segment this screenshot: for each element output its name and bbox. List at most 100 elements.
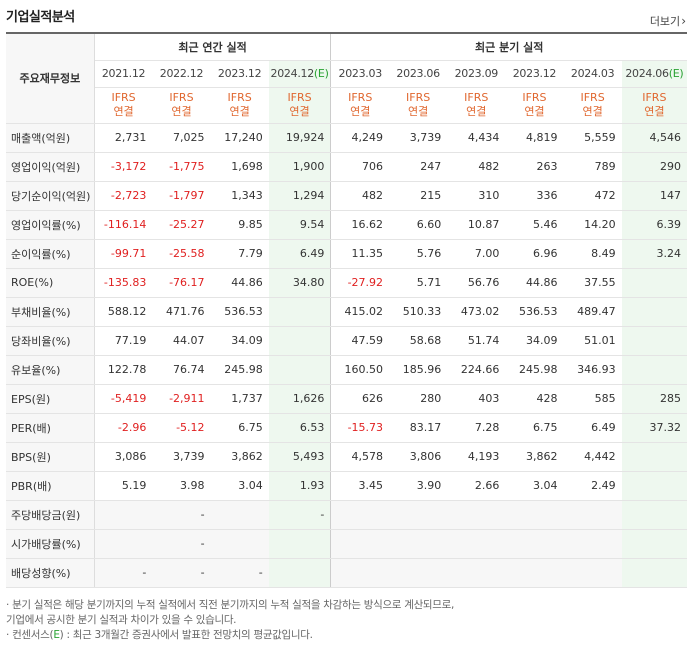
row-label: 시가배당률(%) — [6, 529, 95, 559]
row-label: 당좌비율(%) — [6, 326, 95, 356]
table-cell: 4,546 — [621, 123, 687, 153]
table-cell: 224.66 — [447, 355, 506, 385]
table-cell: 2.66 — [447, 471, 506, 501]
ifrs-header: IFRS 연결 — [152, 87, 211, 124]
table-cell: -2,723 — [94, 181, 153, 211]
table-cell: 51.01 — [563, 326, 622, 356]
chevron-right-icon: › — [681, 14, 686, 28]
consolidated-label: 연결 — [289, 105, 310, 118]
table-cell: 160.50 — [330, 355, 390, 385]
table-cell: 4,193 — [447, 442, 506, 472]
table-cell: 44.86 — [505, 268, 564, 298]
table-cell: 3.90 — [389, 471, 448, 501]
row-label: PBR(배) — [6, 471, 95, 501]
period-header: 2021.12 — [94, 60, 153, 88]
table-cell: 280 — [389, 383, 448, 414]
consolidated-label: 연결 — [171, 105, 192, 118]
footnotes: · 분기 실적은 해당 분기까지의 누적 실적에서 직전 분기까지의 누적 실적… — [6, 598, 686, 643]
table-cell — [621, 268, 687, 298]
table-cell: 482 — [330, 181, 390, 211]
footnote-1b: 기업에서 공시한 분기 실적과 차이가 있을 수 있습니다. — [6, 614, 237, 626]
table-cell — [94, 499, 153, 530]
table-cell: 44.07 — [152, 326, 211, 356]
period-header: 2022.12 — [152, 60, 211, 88]
table-cell — [621, 297, 687, 327]
table-cell: 4,249 — [330, 123, 390, 153]
table-cell: 1,900 — [268, 152, 331, 182]
table-cell: 76.74 — [152, 355, 211, 385]
row-label: 당기순이익(억원) — [6, 181, 95, 211]
row-label: ROE(%) — [6, 268, 95, 298]
table-cell: - — [210, 558, 269, 588]
footnote-2-pre: · 컨센서스( — [6, 629, 54, 641]
table-cell: 34.09 — [505, 326, 564, 356]
footnote-1: · 분기 실적은 해당 분기까지의 누적 실적에서 직전 분기까지의 누적 실적… — [6, 599, 455, 611]
consolidated-label: 연결 — [644, 105, 665, 118]
table-cell: 5.76 — [389, 239, 448, 269]
table-cell: 7.79 — [210, 239, 269, 269]
table-cell: -5.12 — [152, 413, 211, 443]
table-cell: 588.12 — [94, 297, 153, 327]
table-cell: 428 — [505, 383, 564, 414]
table-cell: 17,240 — [210, 123, 269, 153]
table-cell: 3.45 — [330, 471, 390, 501]
table-cell: 8.49 — [563, 239, 622, 269]
table-cell — [621, 355, 687, 385]
table-cell: 58.68 — [389, 326, 448, 356]
table-cell: 290 — [621, 152, 687, 182]
ifrs-header: IFRS 연결 — [94, 87, 153, 124]
consolidated-label: 연결 — [350, 105, 371, 118]
table-row: 매출액(억원) 2,731 7,025 17,240 19,924 4,249 3,739 4… — [6, 123, 687, 153]
ifrs-label: IFRS — [464, 91, 489, 104]
table-cell: 1,737 — [210, 383, 269, 414]
table-cell — [268, 529, 331, 559]
table-cell: 6.60 — [389, 209, 448, 240]
table-cell: 47.59 — [330, 326, 390, 356]
table-cell — [621, 442, 687, 472]
table-row: 부채비율(%) 588.12 471.76 536.53 415.02 510.33 473… — [6, 297, 687, 327]
table-cell — [210, 529, 269, 559]
table-cell: 37.32 — [621, 413, 687, 443]
period-label: 2023.12 — [512, 67, 557, 80]
table-row: 유보율(%) 122.78 76.74 245.98 160.50 185.96 224.6… — [6, 355, 687, 385]
table-cell: 10.87 — [447, 209, 506, 240]
ifrs-label: IFRS — [580, 91, 605, 104]
more-link[interactable]: 더보기› — [650, 13, 686, 29]
table-cell: 3,739 — [389, 123, 448, 153]
table-cell — [268, 326, 331, 356]
ifrs-label: IFRS — [348, 91, 373, 104]
table-cell — [330, 499, 390, 530]
table-cell: 7.00 — [447, 239, 506, 269]
table-cell: 34.09 — [210, 326, 269, 356]
table-cell: - — [152, 529, 211, 559]
table-row: EPS(원) -5,419 -2,911 1,737 1,626 626 280 403 428… — [6, 383, 687, 414]
footnote-2: · 컨센서스(E) : 최근 3개월간 증권사에서 발표한 전망치의 평균값입니… — [6, 628, 686, 643]
ifrs-header: IFRS 연결 — [330, 87, 390, 124]
table-cell: 3.04 — [505, 471, 564, 501]
table-cell: 5.71 — [389, 268, 448, 298]
table-cell: 626 — [330, 383, 390, 414]
table-row: PBR(배) 5.19 3.98 3.04 1.93 3.45 3.90 2.66 3.04 2.… — [6, 471, 687, 501]
table-row: 영업이익률(%) -116.14 -25.27 9.85 9.54 16.62 6.60 10… — [6, 209, 687, 240]
table-cell: 6.75 — [505, 413, 564, 443]
table-cell: 536.53 — [505, 297, 564, 327]
table-cell: 4,819 — [505, 123, 564, 153]
table-cell — [447, 499, 506, 530]
table-cell: -116.14 — [94, 209, 153, 240]
table-cell — [330, 558, 390, 588]
row-label: 주당배당금(원) — [6, 499, 95, 530]
table-cell: - — [94, 558, 153, 588]
table-cell: - — [268, 499, 331, 530]
table-cell — [505, 529, 564, 559]
row-label: BPS(원) — [6, 442, 95, 472]
table-cell: 122.78 — [94, 355, 153, 385]
table-cell: 245.98 — [505, 355, 564, 385]
quarterly-group-header: 최근 분기 실적 — [330, 32, 687, 61]
table-cell — [563, 529, 622, 559]
table-cell: 83.17 — [389, 413, 448, 443]
financial-summary-table: 주요재무정보 최근 연간 실적 최근 분기 실적 2021.12 2022.12 2… — [6, 32, 687, 588]
table-cell — [389, 529, 448, 559]
table-cell — [447, 558, 506, 588]
table-cell: 4,434 — [447, 123, 506, 153]
table-cell — [447, 529, 506, 559]
